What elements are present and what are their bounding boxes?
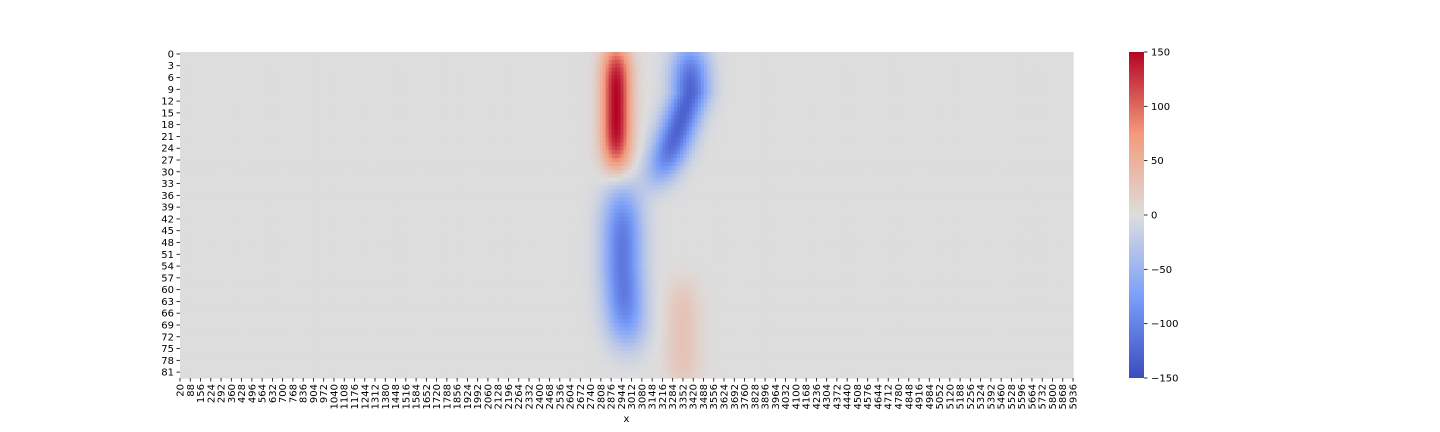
heatmap-cell xyxy=(1070,111,1074,116)
heatmap-cell xyxy=(1070,83,1074,88)
heatmap-cell xyxy=(1070,99,1074,104)
heatmap-cell xyxy=(1070,107,1074,112)
heatmap-cell xyxy=(1070,60,1074,65)
heatmap-cell xyxy=(1070,56,1074,61)
heatmap-cell xyxy=(1070,95,1074,100)
heatmap-cell xyxy=(1070,64,1074,69)
heatmap-cell xyxy=(1070,87,1074,92)
heatmap-cells xyxy=(180,52,1074,379)
heatmap-cell xyxy=(1070,91,1074,96)
heatmap-cell xyxy=(1070,52,1074,57)
heatmap-cell xyxy=(1070,76,1074,81)
heatmap-cell xyxy=(1070,68,1074,73)
heatmap-cell xyxy=(1070,103,1074,108)
heatmap-cell xyxy=(1070,72,1074,77)
heatmap-cell xyxy=(1070,79,1074,84)
